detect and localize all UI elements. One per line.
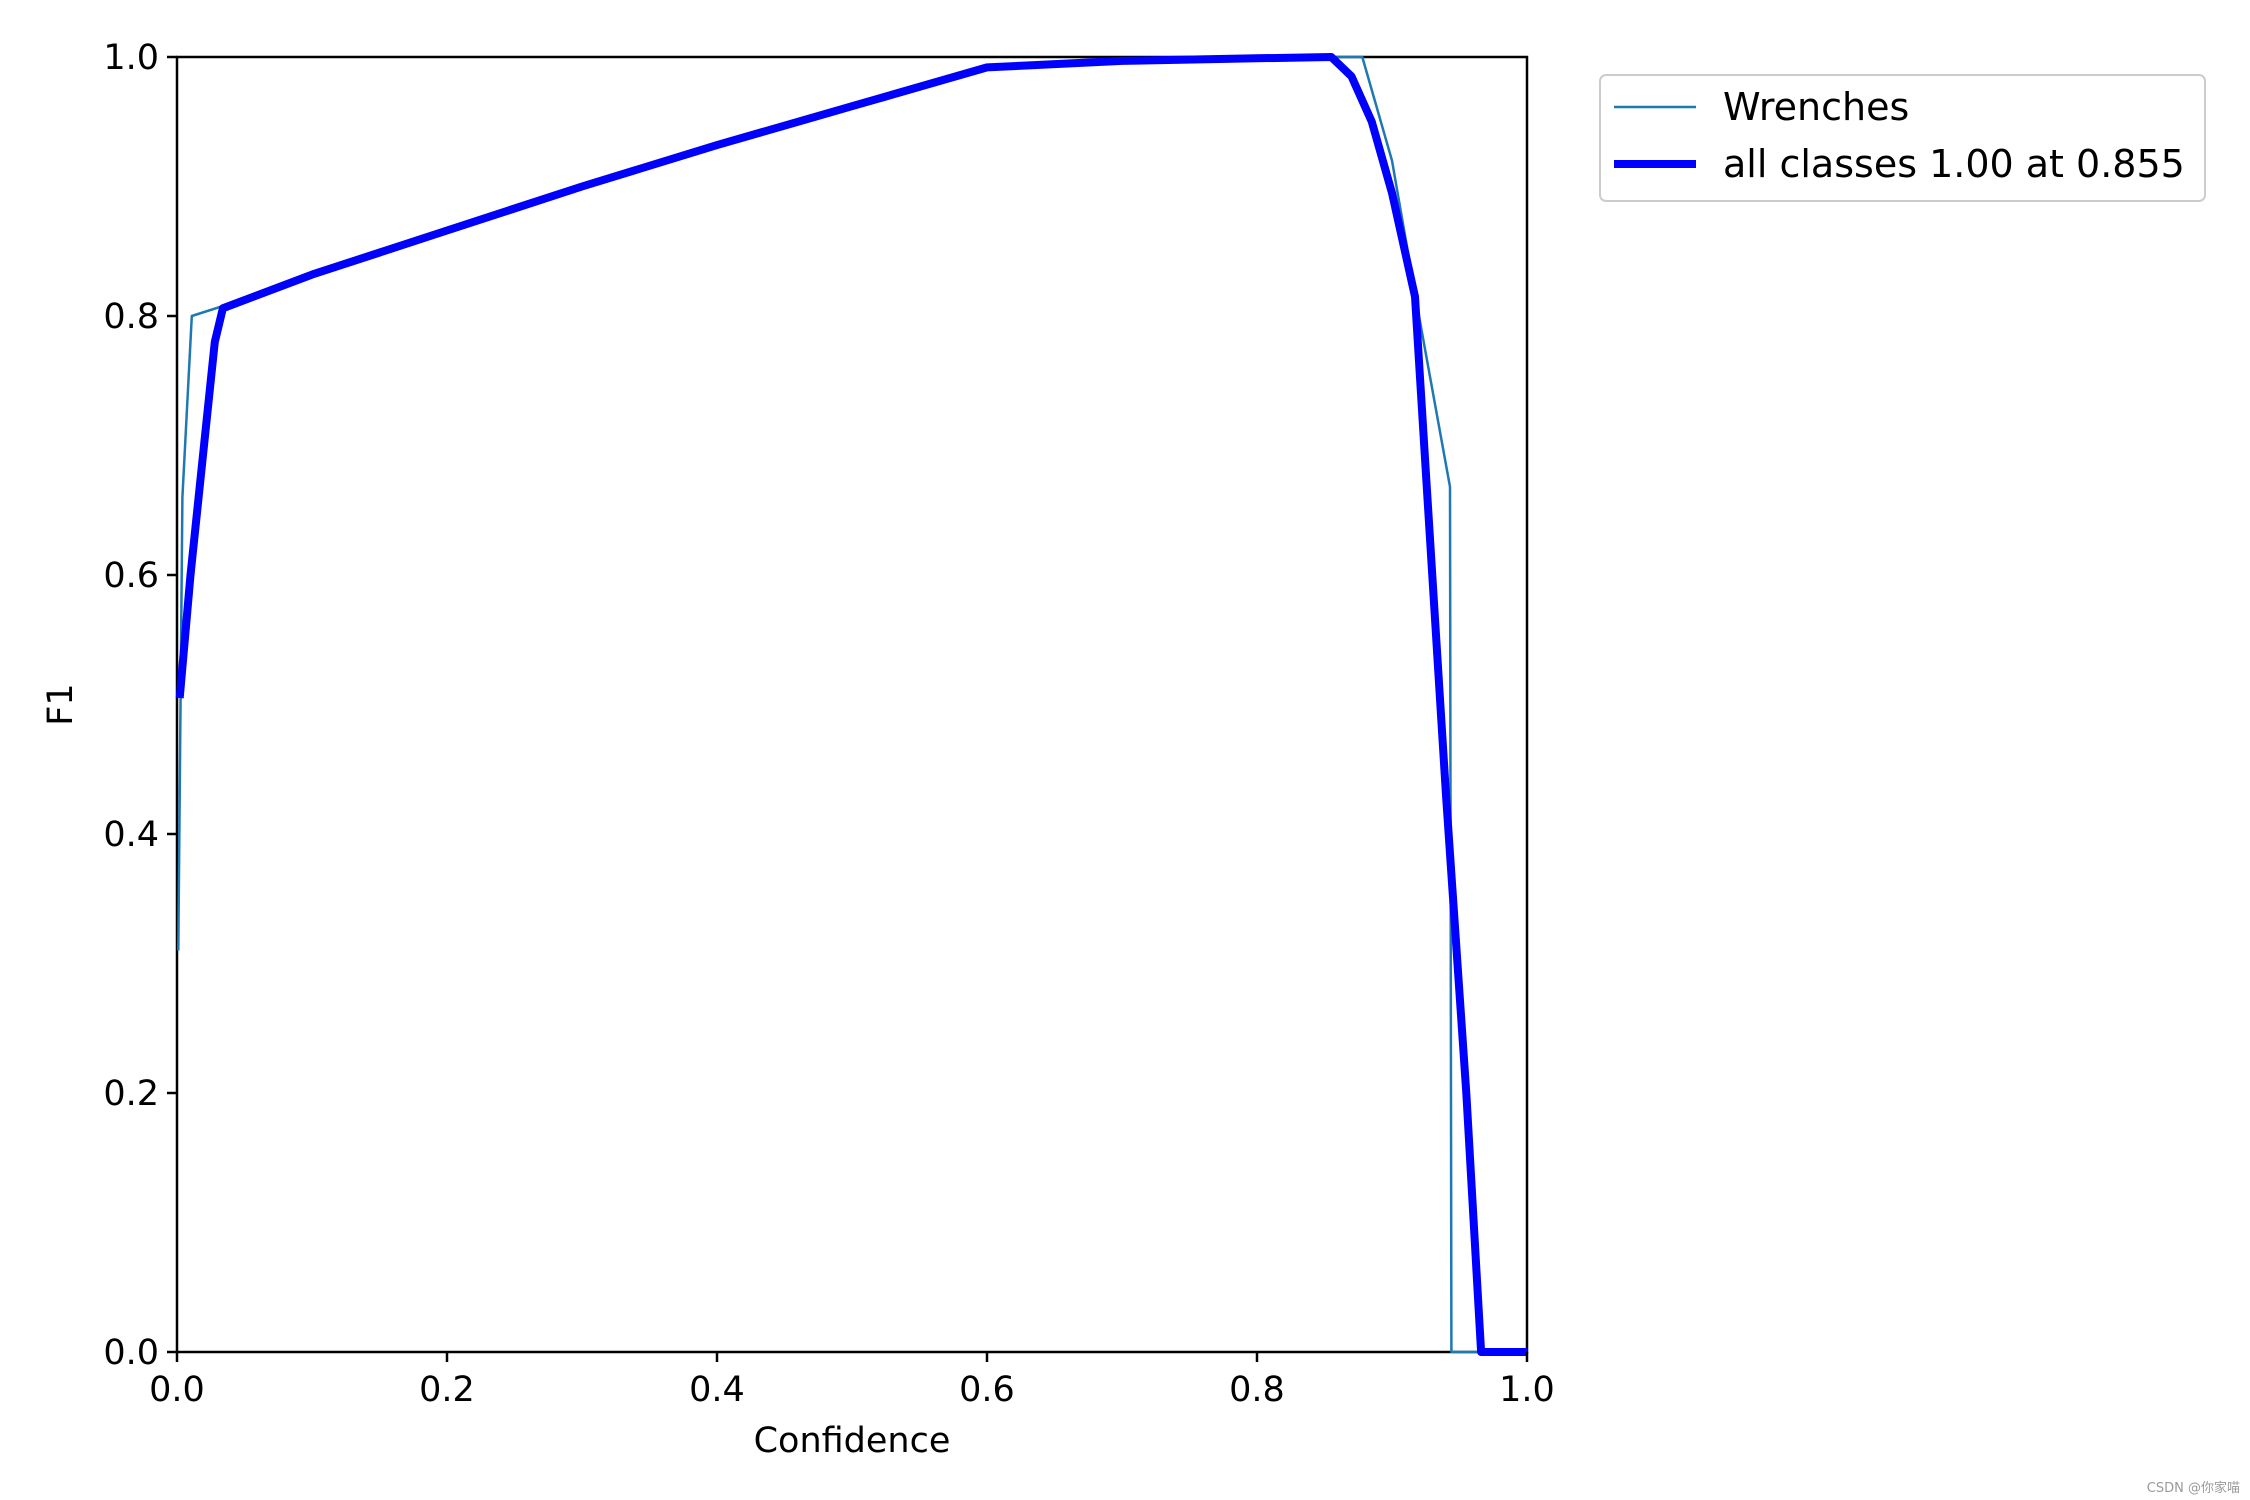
x-tick-label: 0.8 xyxy=(1229,1370,1285,1410)
y-axis: 0.0 0.2 0.4 0.6 0.8 1.0 xyxy=(103,38,177,1373)
y-tick-label: 0.0 xyxy=(103,1333,159,1373)
y-tick-label: 1.0 xyxy=(103,38,159,78)
y-tick-label: 0.8 xyxy=(103,297,159,337)
series-layer xyxy=(175,53,1527,1356)
x-tick-label: 1.0 xyxy=(1499,1370,1555,1410)
y-axis-label: F1 xyxy=(41,683,81,725)
legend-label-wrenches: Wrenches xyxy=(1723,85,1909,129)
plot-area xyxy=(175,53,1529,1356)
x-tick-label: 0.2 xyxy=(419,1370,475,1410)
x-tick-label: 0.4 xyxy=(689,1370,745,1410)
x-tick-label: 0.6 xyxy=(959,1370,1015,1410)
series-line-all-classes xyxy=(175,53,1527,1356)
plot-frame xyxy=(175,55,1529,1354)
y-tick-label: 0.6 xyxy=(103,556,159,596)
x-tick-label: 0.0 xyxy=(149,1370,205,1410)
legend-box xyxy=(1599,74,2206,202)
y-tick-label: 0.2 xyxy=(103,1074,159,1114)
y-tick-label: 0.4 xyxy=(103,815,159,855)
watermark: CSDN @你家喵 xyxy=(2147,1480,2240,1496)
legend: Wrenches all classes 1.00 at 0.855 xyxy=(1599,74,2206,202)
x-axis-label: Confidence xyxy=(754,1421,951,1461)
x-axis: 0.0 0.2 0.4 0.6 0.8 1.0 xyxy=(149,1352,1555,1410)
legend-label-all-classes: all classes 1.00 at 0.855 xyxy=(1723,142,2185,186)
